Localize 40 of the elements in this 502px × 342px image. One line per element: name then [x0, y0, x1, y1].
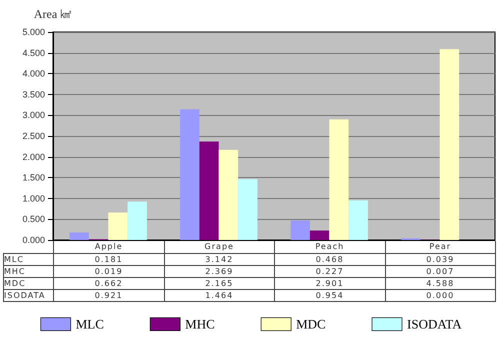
- data-label: 0.227: [274, 265, 385, 277]
- legend-label: ISODATA: [407, 316, 462, 332]
- data-label: 0.921: [54, 289, 164, 301]
- y-tick-label: 1.000: [22, 193, 45, 204]
- data-label: 1.464: [164, 289, 274, 301]
- y-tick-label: 3.000: [22, 110, 45, 120]
- data-label: 2.369: [164, 265, 274, 277]
- data-label: 4.588: [385, 277, 496, 289]
- y-tick-label: 4.500: [22, 48, 45, 58]
- x-tick-label: Peach: [274, 241, 385, 253]
- data-label: 0.039: [385, 253, 496, 265]
- data-label: 0.019: [54, 265, 164, 277]
- data-label: 0.007: [385, 265, 496, 277]
- y-tick-label: 0.500: [22, 214, 45, 224]
- data-label: 0.662: [54, 277, 164, 289]
- y-tick-label: 2.500: [22, 131, 45, 141]
- y-tick-label: 3.500: [22, 89, 45, 100]
- legend-label: MLC: [76, 316, 104, 332]
- y-tick-label: 0.000: [22, 235, 45, 245]
- y-axis-title: Area ㎢: [34, 7, 72, 21]
- text: MDC: [4, 278, 26, 288]
- y-tick-label: 2.000: [22, 152, 45, 162]
- y-tick-label: 4.000: [22, 68, 45, 79]
- text: MLC: [4, 254, 24, 264]
- data-label: 3.142: [164, 253, 274, 265]
- data-label: 0.181: [54, 253, 164, 265]
- legend-label: MDC: [296, 316, 326, 332]
- data-label: 0.000: [385, 289, 496, 301]
- data-label: 0.954: [274, 289, 385, 301]
- y-tick-label: 5.000: [22, 27, 45, 37]
- legend-label: MHC: [185, 316, 215, 332]
- data-label: 2.165: [164, 277, 274, 289]
- x-tick-label: Pear: [385, 241, 496, 253]
- x-tick-label: Grape: [164, 241, 274, 253]
- data-label: 2.901: [274, 277, 385, 289]
- text: MHC: [4, 266, 26, 276]
- text: ISODATA: [4, 290, 46, 300]
- x-tick-label: Apple: [54, 241, 164, 253]
- data-label: 0.468: [274, 253, 385, 265]
- y-tick-label: 1.500: [22, 172, 45, 183]
